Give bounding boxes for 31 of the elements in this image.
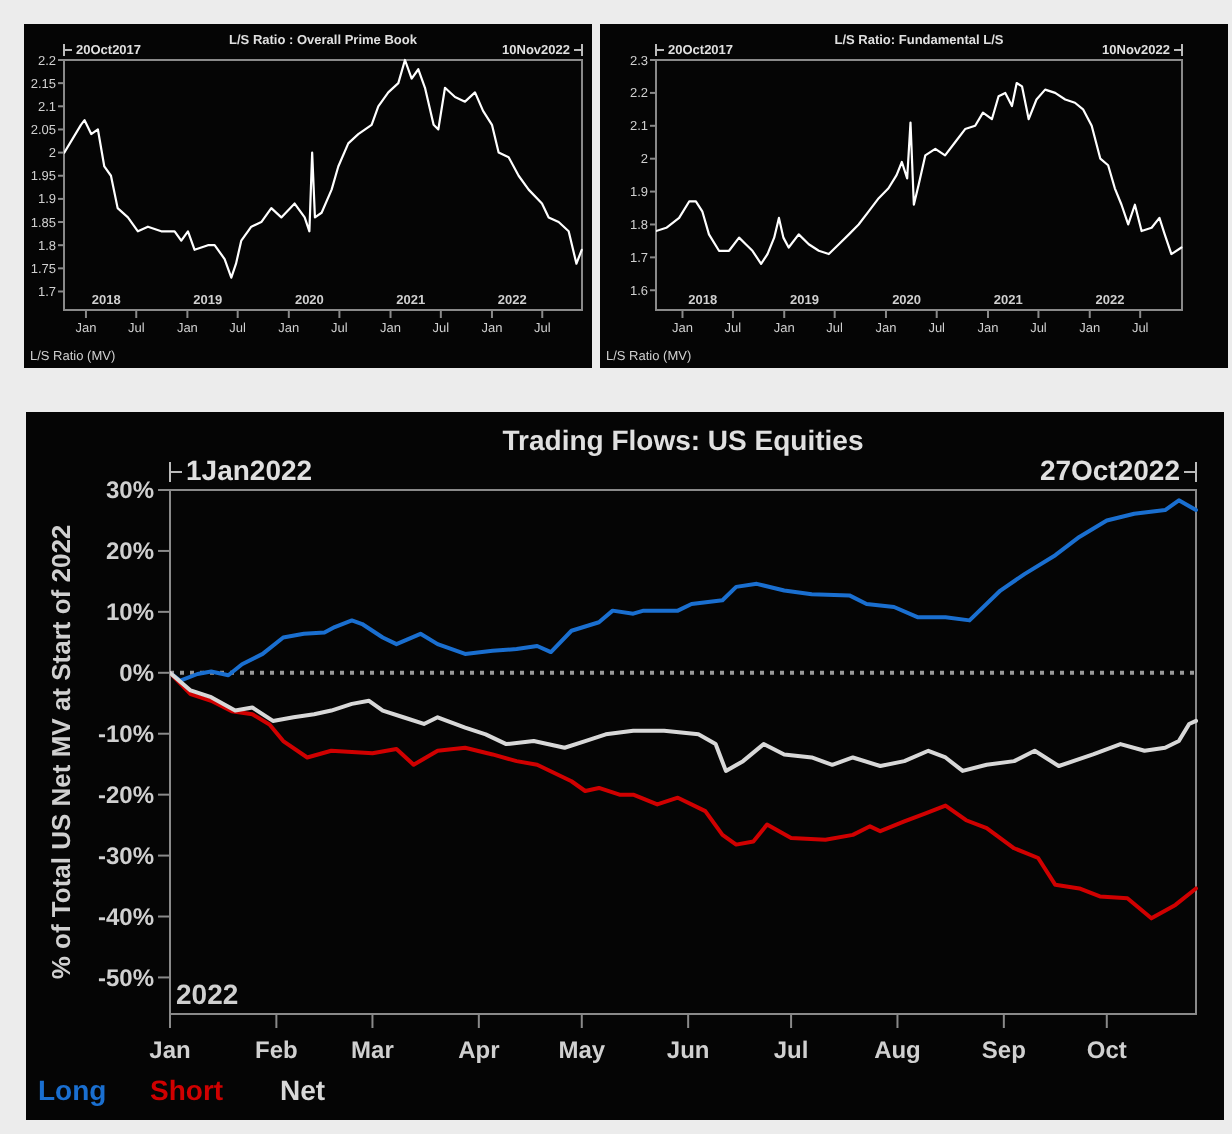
text: Short [150,1074,224,1106]
x-tick-label: Jan [149,1036,191,1064]
line-series [170,498,1198,683]
line-series [656,81,1183,266]
x-tick-label: Aug [874,1036,921,1064]
x-tick-label: Sep [981,1036,1026,1064]
y-tick-label: 20% [105,537,155,566]
y-tick-label: -10% [97,720,155,749]
x-tick-label: Jun [666,1036,710,1064]
text: 1Jan2022 [186,454,313,486]
y-axis-title: % of Total US Net MV at Start of 2022 [46,524,76,980]
x-tick-label: Apr [458,1036,501,1064]
x-tick-label: Oct [1086,1036,1127,1064]
x-tick-label: May [558,1036,606,1064]
x-tick-label: Jul [773,1036,809,1064]
text: Net [280,1074,326,1106]
y-tick-label: -20% [97,781,155,810]
y-tick-label: -30% [97,841,155,870]
line-series [170,670,1198,773]
text: 27Oct2022 [1039,454,1181,486]
y-tick-label: 10% [105,598,155,627]
chart-title: Trading Flows: US Equities [502,424,864,456]
line-series [64,58,583,279]
x-tick-label: Mar [351,1036,395,1064]
text: Long [38,1074,107,1106]
y-tick-label: -50% [97,963,155,992]
x-tick-label: Feb [255,1036,298,1064]
y-tick-label: -40% [97,902,155,931]
y-tick-label: 30% [105,476,155,505]
y-tick-label: 0% [119,659,155,688]
annotation: 2022 [176,978,239,1010]
